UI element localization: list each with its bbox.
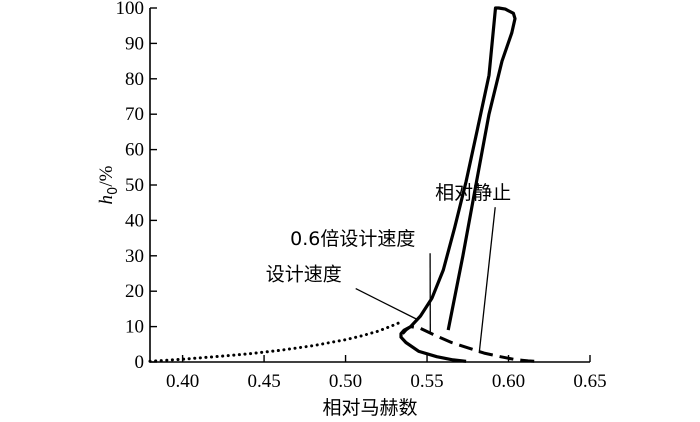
- y-axis-label-main: h: [96, 195, 117, 205]
- series-line-2: [148, 319, 405, 363]
- y-tick-label: 90: [125, 33, 144, 54]
- y-tick-label: 0: [135, 352, 145, 373]
- annotation-leader-0: [478, 207, 496, 354]
- y-tick-label: 70: [125, 104, 144, 125]
- x-axis-label: 相对马赫数: [322, 397, 417, 419]
- y-axis-label: h0/%: [96, 165, 121, 204]
- y-tick-label: 60: [125, 140, 144, 161]
- y-tick-label: 40: [125, 210, 144, 231]
- annotation-leader-2: [355, 288, 418, 321]
- x-tick-label: 0.65: [573, 371, 606, 392]
- y-tick-label: 50: [125, 175, 144, 196]
- x-tick-label: 0.60: [492, 371, 525, 392]
- x-tick-layer: 0.40 0.45 0.50 0.55 0.60 0.65: [166, 355, 607, 392]
- y-tick-label: 100: [116, 0, 145, 19]
- x-tick-label: 0.45: [247, 371, 280, 392]
- series-layer: [148, 6, 537, 363]
- annotation-label-0: 相对静止: [435, 182, 511, 204]
- y-tick-label: 10: [125, 317, 144, 338]
- y-tick-label: 80: [125, 69, 144, 90]
- annotation-label-1: 0.6倍设计速度: [290, 228, 415, 250]
- y-axis-label-tail: /%: [96, 165, 117, 186]
- leader-layer: [355, 207, 496, 354]
- annotation-label-2: 设计速度: [266, 264, 342, 286]
- y-axis-label-sub: 0: [106, 187, 121, 195]
- series-line-1: [399, 6, 517, 363]
- y-tick-label: 20: [125, 281, 144, 302]
- x-tick-label: 0.40: [166, 371, 199, 392]
- y-tick-label: 30: [125, 246, 144, 267]
- x-tick-label: 0.50: [329, 371, 362, 392]
- x-tick-label: 0.55: [410, 371, 443, 392]
- y-tick-layer: 0 10 20 30 40 50 60 70 80 90 100: [116, 0, 157, 373]
- series-line-0: [401, 325, 537, 363]
